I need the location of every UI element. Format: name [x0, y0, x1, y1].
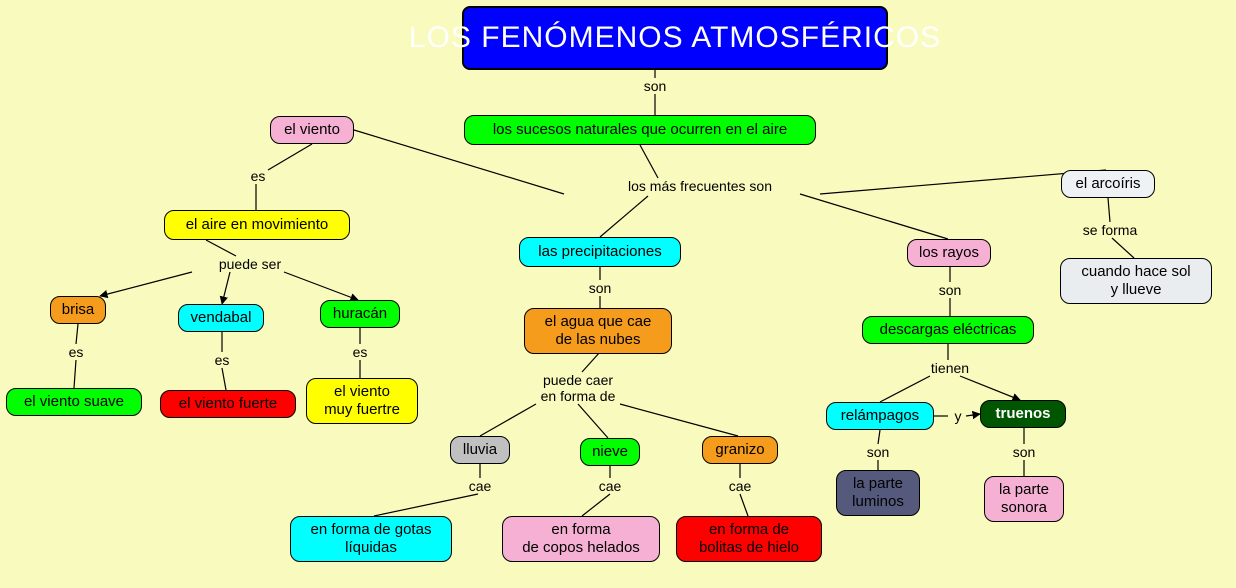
edge-7 — [800, 194, 948, 239]
edge-31 — [960, 376, 1020, 400]
edge-19 — [76, 324, 78, 344]
edge-6 — [600, 196, 648, 237]
edge-label-14: son — [1013, 444, 1036, 460]
node-descargas: descargas eléctricas — [862, 316, 1034, 344]
edge-25 — [582, 352, 600, 372]
node-agua_cae: el agua que cae de las nubes — [524, 308, 672, 354]
diagram-title: LOS FENÓMENOS ATMOSFÉRICOS — [462, 6, 888, 70]
edge-28 — [620, 404, 738, 436]
edge-9 — [1108, 198, 1110, 222]
edge-label-10: puede caer en forma de — [541, 372, 616, 404]
edge-41 — [582, 494, 610, 516]
edge-11 — [206, 240, 236, 256]
node-rayos: los rayos — [907, 239, 991, 267]
edge-34 — [878, 430, 880, 444]
node-brisa: brisa — [50, 296, 106, 324]
edge-13 — [222, 272, 230, 304]
edge-12 — [100, 272, 192, 296]
node-aire_mov: el aire en movimiento — [164, 210, 350, 240]
edge-22 — [222, 368, 226, 390]
node-arcoiris: el arcoíris — [1061, 170, 1155, 198]
edge-label-15: cae — [469, 478, 492, 494]
node-nieve: nieve — [580, 438, 640, 466]
node-truenos: truenos — [980, 400, 1066, 428]
edge-label-7: es — [69, 344, 84, 360]
edge-20 — [74, 360, 76, 388]
edge-39 — [374, 494, 478, 516]
edge-4 — [640, 145, 658, 178]
edge-label-0: son — [644, 78, 667, 94]
edge-label-4: puede ser — [219, 256, 281, 272]
edge-14 — [284, 272, 358, 300]
node-bolitas: en forma de bolitas de hielo — [676, 516, 822, 562]
edge-43 — [740, 494, 748, 516]
node-sucesos: los sucesos naturales que ocurren en el … — [464, 115, 816, 145]
edge-label-13: son — [867, 444, 890, 460]
edge-label-12: y — [955, 408, 962, 424]
edge-2 — [268, 144, 312, 170]
node-v_muy: el viento muy fuertre — [306, 378, 418, 424]
edge-label-6: son — [939, 282, 962, 298]
concept-map-canvas: LOS FENÓMENOS ATMOSFÉRICOS los sucesos n… — [0, 0, 1236, 588]
edge-label-11: tienen — [931, 360, 969, 376]
node-luminos: la parte luminos — [836, 470, 920, 516]
node-huracan: huracán — [320, 300, 400, 328]
edge-label-3: se forma — [1083, 222, 1137, 238]
edge-label-9: es — [353, 344, 368, 360]
edge-label-1: es — [251, 168, 266, 184]
node-lluvia: lluvia — [450, 436, 510, 464]
node-vendabal: vendabal — [178, 304, 264, 332]
edge-label-8: es — [215, 352, 230, 368]
edge-26 — [480, 404, 536, 436]
node-gotas: en forma de gotas líquidas — [290, 516, 452, 562]
edge-33 — [966, 414, 980, 416]
node-granizo: granizo — [702, 436, 778, 464]
edge-30 — [880, 376, 930, 402]
node-copos: en forma de copos helados — [502, 516, 660, 562]
node-cuando_sol: cuando hace sol y llueve — [1060, 258, 1212, 304]
node-v_fuerte: el viento fuerte — [160, 390, 296, 418]
edge-label-17: cae — [729, 478, 752, 494]
node-precip: las precipitaciones — [519, 237, 681, 267]
node-viento: el viento — [270, 116, 354, 144]
node-v_suave: el viento suave — [6, 388, 142, 416]
edge-label-2: los más frecuentes son — [628, 178, 772, 194]
edge-10 — [1112, 238, 1134, 258]
edge-label-5: son — [589, 280, 612, 296]
node-sonora: la parte sonora — [984, 476, 1064, 522]
node-relampagos: relámpagos — [826, 402, 934, 430]
edge-label-16: cae — [599, 478, 622, 494]
edge-27 — [578, 404, 608, 438]
